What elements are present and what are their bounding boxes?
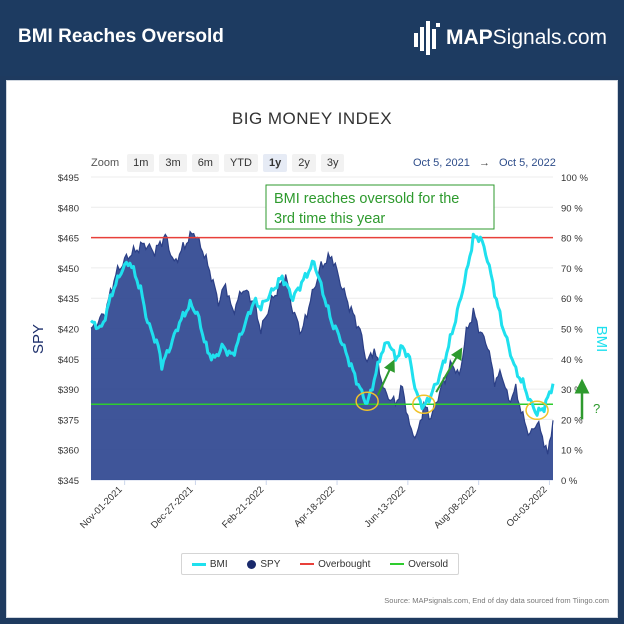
logo-text-bold: MAP (446, 26, 493, 49)
chart-legend: BMI SPY Overbought Oversold (181, 553, 459, 575)
range-start-date[interactable]: Oct 5, 2021 (413, 157, 470, 169)
chart-plot: $345 $360 $375 $390 $405 $420 $435 $450 $465 $480… (30, 173, 610, 531)
rebound-arrow-icon (376, 359, 395, 396)
oversold-circle-marker (525, 400, 549, 421)
left-tick-label: $345 (58, 476, 79, 487)
x-tick-label: Aug-08-2022 (432, 484, 479, 531)
y-axis-label-left: SPY (30, 324, 47, 354)
zoom-controls: Zoom 1m 3m 6m YTD 1y 2y 3y (91, 154, 349, 172)
range-end-date[interactable]: Oct 5, 2022 (499, 157, 556, 169)
oversold-circle-marker (412, 394, 436, 414)
zoom-button-3m[interactable]: 3m (159, 154, 187, 172)
x-tick-label: Oct-03-2022 (504, 484, 549, 529)
left-tick-label: $360 (58, 446, 79, 457)
left-tick-label: $450 (58, 264, 79, 275)
mapsignals-bars-logo-icon (414, 21, 440, 55)
right-tick-label: 80 % (561, 234, 583, 245)
annotation-callout: BMI reaches oversold for the 3rd time th… (265, 184, 495, 230)
legend-item-overbought[interactable]: Overbought (300, 559, 370, 570)
zoom-button-ytd[interactable]: YTD (223, 154, 258, 172)
right-tick-label: 100 % (561, 173, 588, 184)
question-mark-label: ? (593, 401, 600, 416)
right-tick-label: 50 % (561, 325, 583, 336)
rebound-arrow-icon (435, 347, 463, 393)
legend-bmi-swatch-icon (191, 562, 206, 566)
x-tick-label: Feb-21-2022 (220, 484, 266, 530)
chart-title: BIG MONEY INDEX (231, 109, 393, 128)
legend-overbought-label: Overbought (318, 558, 371, 570)
spy-area (91, 231, 553, 480)
right-tick-label: 20 % (561, 415, 583, 426)
oversold-circle-marker (355, 391, 379, 411)
left-tick-label: $435 (58, 294, 79, 305)
bmi-line (90, 232, 555, 417)
spy-line (90, 230, 554, 455)
x-tick-label: Jun-13-2022 (362, 484, 408, 530)
left-tick-label: $480 (58, 203, 79, 214)
legend-oversold-label: Oversold (408, 558, 449, 570)
legend-spy-label: SPY (260, 558, 281, 570)
x-tick-label: Nov-01-2021 (78, 484, 125, 531)
chart-panel: BIG MONEY INDEX Zoom 1m 3m 6m YTD 1y 2y … (6, 80, 618, 618)
zoom-button-3y[interactable]: 3y (320, 154, 345, 172)
zoom-label: Zoom (91, 157, 120, 169)
right-tick-label: 30 % (561, 385, 583, 396)
legend-item-oversold[interactable]: Oversold (390, 559, 448, 570)
mapsignals-logo: MAPSignals.com (414, 18, 607, 58)
legend-bmi-label: BMI (209, 558, 228, 570)
x-tick-label: Dec-27-2021 (149, 484, 196, 531)
source-note: Source: MAPsignals.com, End of day data … (384, 596, 609, 605)
header-banner: BMI Reaches Oversold MAPSignals.com (0, 0, 624, 76)
zoom-button-6m[interactable]: 6m (191, 154, 219, 172)
right-tick-label: 40 % (561, 355, 583, 366)
range-arrow-icon: → (478, 157, 490, 169)
left-tick-label: $405 (58, 355, 79, 366)
page-title: BMI Reaches Oversold (18, 26, 224, 47)
right-tick-label: 60 % (561, 294, 583, 305)
legend-oversold-swatch-icon (390, 563, 405, 565)
annotation-text-line1: BMI reaches oversold for the (274, 191, 459, 207)
left-tick-label: $465 (58, 234, 79, 245)
legend-overbought-swatch-icon (300, 563, 315, 565)
zoom-button-2y[interactable]: 2y (292, 154, 316, 172)
legend-item-spy[interactable]: SPY (247, 559, 280, 570)
zoom-button-1y[interactable]: 1y (262, 154, 288, 172)
left-tick-label: $375 (58, 415, 79, 426)
y-axis-label-right: BMI (593, 326, 610, 353)
x-tick-label: Apr-18-2022 (292, 484, 337, 529)
date-range: Oct 5, 2021 → Oct 5, 2022 (413, 157, 556, 169)
annotation-text-line2: 3rd time this year (274, 211, 385, 227)
legend-spy-swatch-icon (247, 559, 257, 569)
left-tick-label: $495 (58, 173, 79, 184)
zoom-button-1m[interactable]: 1m (127, 154, 155, 172)
left-tick-label: $420 (58, 325, 79, 336)
right-tick-label: 90 % (561, 203, 583, 214)
right-tick-label: 0 % (561, 476, 578, 487)
right-tick-label: 10 % (561, 446, 583, 457)
right-tick-label: 70 % (561, 264, 583, 275)
left-tick-label: $390 (58, 385, 79, 396)
legend-item-bmi[interactable]: BMI (191, 558, 228, 570)
logo-text-rest: Signals.com (492, 26, 608, 49)
